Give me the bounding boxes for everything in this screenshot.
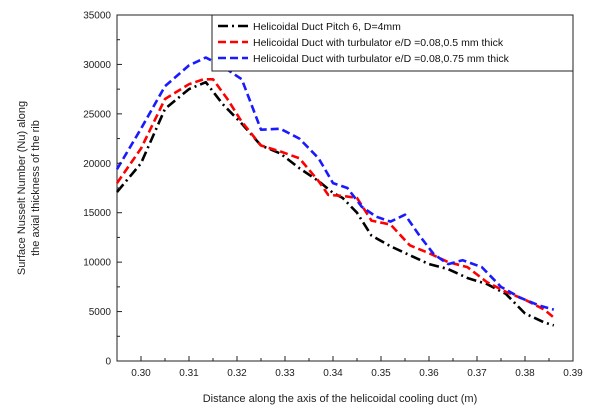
y-tick-label: 25000 xyxy=(83,109,111,120)
x-tick-label: 0.39 xyxy=(563,368,583,379)
legend-box xyxy=(211,14,574,72)
x-tick-label: 0.36 xyxy=(419,368,439,379)
series-line-3 xyxy=(115,56,555,311)
y-tick-label: 15000 xyxy=(83,208,111,219)
x-tick-label: 0.32 xyxy=(227,368,247,379)
y-tick-label: 35000 xyxy=(83,11,111,22)
series-line-2 xyxy=(115,78,555,319)
y-tick-label: 0 xyxy=(105,357,111,368)
legend-label-2: Helicoidal Duct with turbulator e/D =0.0… xyxy=(253,37,504,49)
x-tick-label: 0.30 xyxy=(131,368,151,379)
x-tick-label: 0.33 xyxy=(275,368,295,379)
y-tick-label: 20000 xyxy=(83,159,111,170)
x-tick-label: 0.37 xyxy=(467,368,487,379)
y-axis-label: Surface Nusselt Number (Nu) along the ax… xyxy=(16,101,42,275)
y-axis-label-line2: the axial thickness of the rib xyxy=(30,120,42,256)
legend: Helicoidal Duct Pitch 6, D=4mm Helicoidal… xyxy=(211,14,574,72)
x-tick-label: 0.38 xyxy=(515,368,535,379)
y-tick-label: 30000 xyxy=(83,60,111,71)
y-tick-label: 10000 xyxy=(83,258,111,269)
x-axis-label: Distance along the axis of the helicoida… xyxy=(203,393,478,405)
ticks-layer: 0.30 0.31 0.32 0.33 0.34 0.35 0.36 0.37 0.38 0.39… xyxy=(83,11,583,380)
x-tick-label: 0.35 xyxy=(371,368,391,379)
y-tick-label: 5000 xyxy=(89,307,112,318)
x-tick-label: 0.31 xyxy=(179,368,199,379)
legend-label-3: Helicoidal Duct with turbulator e/D =0.0… xyxy=(253,53,510,65)
series-line-1 xyxy=(116,80,555,327)
x-tick-label: 0.34 xyxy=(323,368,343,379)
legend-label-1: Helicoidal Duct Pitch 6, D=4mm xyxy=(253,21,401,33)
y-axis-label-line1: Surface Nusselt Number (Nu) along xyxy=(16,101,28,275)
